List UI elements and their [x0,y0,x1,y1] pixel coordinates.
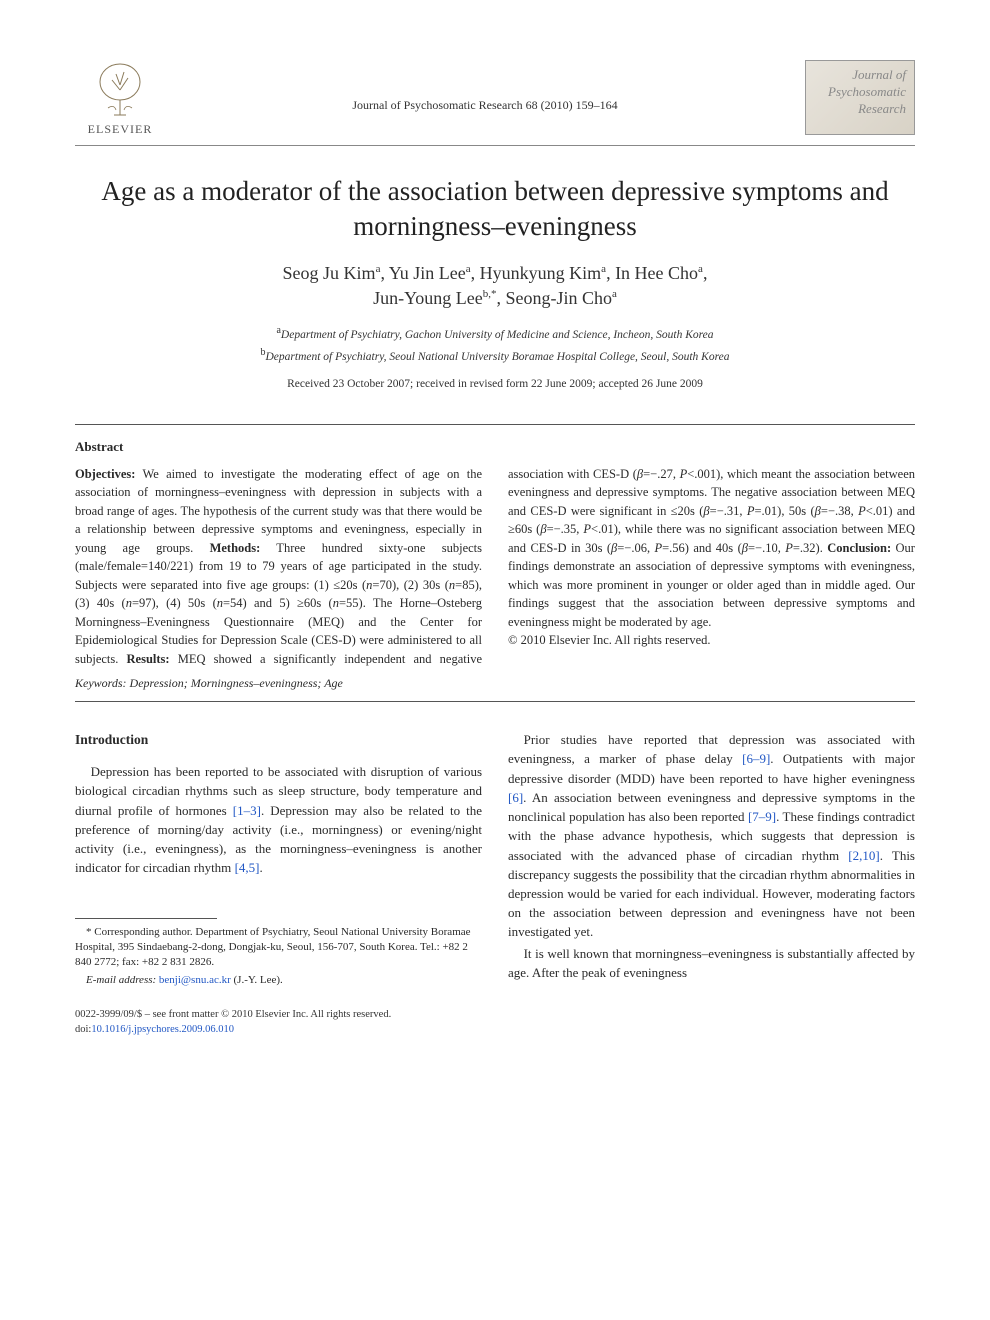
header-rule [75,145,915,146]
introduction-heading: Introduction [75,730,482,750]
journal-logo: Journal of Psychosomatic Research [805,60,915,135]
intro-paragraph-3: It is well known that morningness–evenin… [508,944,915,982]
journal-reference: Journal of Psychosomatic Research 68 (20… [165,60,805,113]
keywords: Keywords: Depression; Morningness–evenin… [75,676,915,691]
page-header: ELSEVIER Journal of Psychosomatic Resear… [75,60,915,137]
doi-link[interactable]: 10.1016/j.jpsychores.2009.06.010 [91,1024,234,1035]
article-body: Introduction Depression has been reporte… [75,730,915,990]
page-footer: 0022-3999/09/$ – see front matter © 2010… [75,1008,915,1037]
publisher-name: ELSEVIER [88,122,153,137]
affiliations: aDepartment of Psychiatry, Gachon Univer… [75,323,915,365]
abstract-top-rule [75,424,915,425]
journal-logo-line: Research [814,101,906,118]
abstract-bottom-rule [75,701,915,702]
email-link[interactable]: benji@snu.ac.kr [159,974,231,986]
corresponding-author-footnote: * Corresponding author. Department of Ps… [75,925,482,989]
footer-doi: doi:10.1016/j.jpsychores.2009.06.010 [75,1023,915,1038]
elsevier-tree-icon [90,60,150,120]
footnote-email: E-mail address: benji@snu.ac.kr (J.-Y. L… [75,973,482,988]
journal-logo-line: Psychosomatic [814,84,906,101]
article-title: Age as a moderator of the association be… [75,174,915,243]
journal-logo-line: Journal of [814,67,906,84]
intro-paragraph-2: Prior studies have reported that depress… [508,730,915,942]
footnote-corr: * Corresponding author. Department of Ps… [75,925,482,971]
abstract-body: Objectives: We aimed to investigate the … [75,465,915,669]
abstract-text: Objectives: We aimed to investigate the … [75,467,915,666]
abstract-heading: Abstract [75,439,915,455]
affiliation-b: bDepartment of Psychiatry, Seoul Nationa… [75,345,915,366]
footer-copyright: 0022-3999/09/$ – see front matter © 2010… [75,1008,915,1023]
footnote-rule [75,918,217,919]
author-list: Seog Ju Kima, Yu Jin Leea, Hyunkyung Kim… [75,261,915,311]
abstract-copyright: © 2010 Elsevier Inc. All rights reserved… [508,633,711,647]
article-dates: Received 23 October 2007; received in re… [75,378,915,390]
publisher-logo: ELSEVIER [75,60,165,137]
affiliation-a: aDepartment of Psychiatry, Gachon Univer… [75,323,915,344]
intro-paragraph-1: Depression has been reported to be assoc… [75,762,482,877]
